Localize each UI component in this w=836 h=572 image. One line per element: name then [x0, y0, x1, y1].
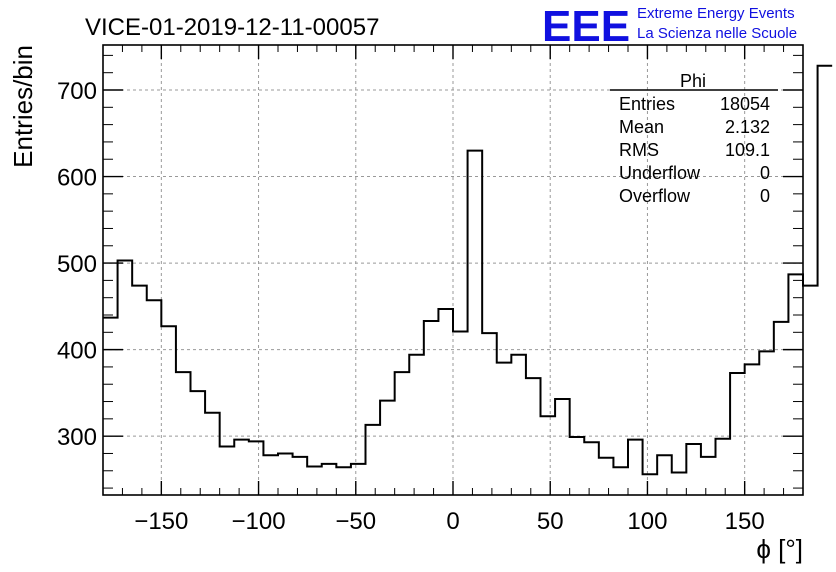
y-tick-label: 500	[57, 251, 97, 278]
x-axis-label: ϕ [°]	[756, 534, 803, 564]
eee-logo-line2: La Scienza nelle Scuole	[637, 25, 797, 42]
eee-logo-mark: EEE	[542, 2, 630, 51]
histogram-series	[103, 64, 833, 476]
y-tick-label: 300	[57, 424, 97, 451]
eee-logo: EEE Extreme Energy Events La Scienza nel…	[542, 2, 797, 51]
stats-box: Phi Entries 18054 Mean 2.132 RMS 109.1 Underfl…	[610, 71, 778, 206]
stats-row-value: 0	[760, 186, 770, 206]
stats-row-label: Overflow	[619, 186, 691, 206]
eee-logo-line1: Extreme Energy Events	[637, 5, 795, 22]
x-tick-label: −150	[134, 508, 188, 535]
y-tick-label: 600	[57, 165, 97, 192]
x-tick-label: 150	[725, 508, 765, 535]
y-tick-label: 700	[57, 78, 97, 105]
x-tick-label: −100	[232, 508, 286, 535]
stats-row-label: Entries	[619, 94, 675, 114]
stats-row-label: Underflow	[619, 163, 701, 183]
chart-title: VICE-01-2019-12-11-00057	[85, 14, 379, 41]
stats-row-label: Mean	[619, 117, 664, 137]
x-tick-label: 0	[446, 508, 459, 535]
stats-row-value: 109.1	[725, 140, 770, 160]
stats-row-label: RMS	[619, 140, 659, 160]
x-tick-label: −50	[335, 508, 376, 535]
stats-rows: Entries 18054 Mean 2.132 RMS 109.1 Underflow 0 O…	[619, 94, 770, 206]
stats-row-value: 2.132	[725, 117, 770, 137]
x-tick-label: 100	[627, 508, 667, 535]
stats-title: Phi	[680, 71, 706, 91]
y-tick-label: 400	[57, 338, 97, 365]
stats-row-value: 18054	[720, 94, 770, 114]
axis-ticks: −150 −100 −50 0 50 100 150 300 400 500 600 700	[57, 45, 803, 535]
x-tick-label: 50	[537, 508, 564, 535]
stats-row-value: 0	[760, 163, 770, 183]
y-axis-label: Entries/bin	[8, 45, 38, 168]
